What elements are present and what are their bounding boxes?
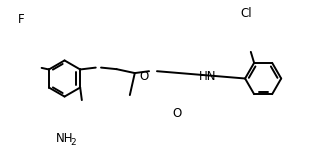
Text: 2: 2 [70, 138, 75, 147]
Text: O: O [172, 107, 182, 120]
Text: O: O [139, 70, 149, 83]
Text: NH: NH [56, 132, 73, 145]
Text: F: F [18, 13, 25, 26]
Text: Cl: Cl [241, 7, 253, 20]
Text: HN: HN [199, 70, 216, 83]
